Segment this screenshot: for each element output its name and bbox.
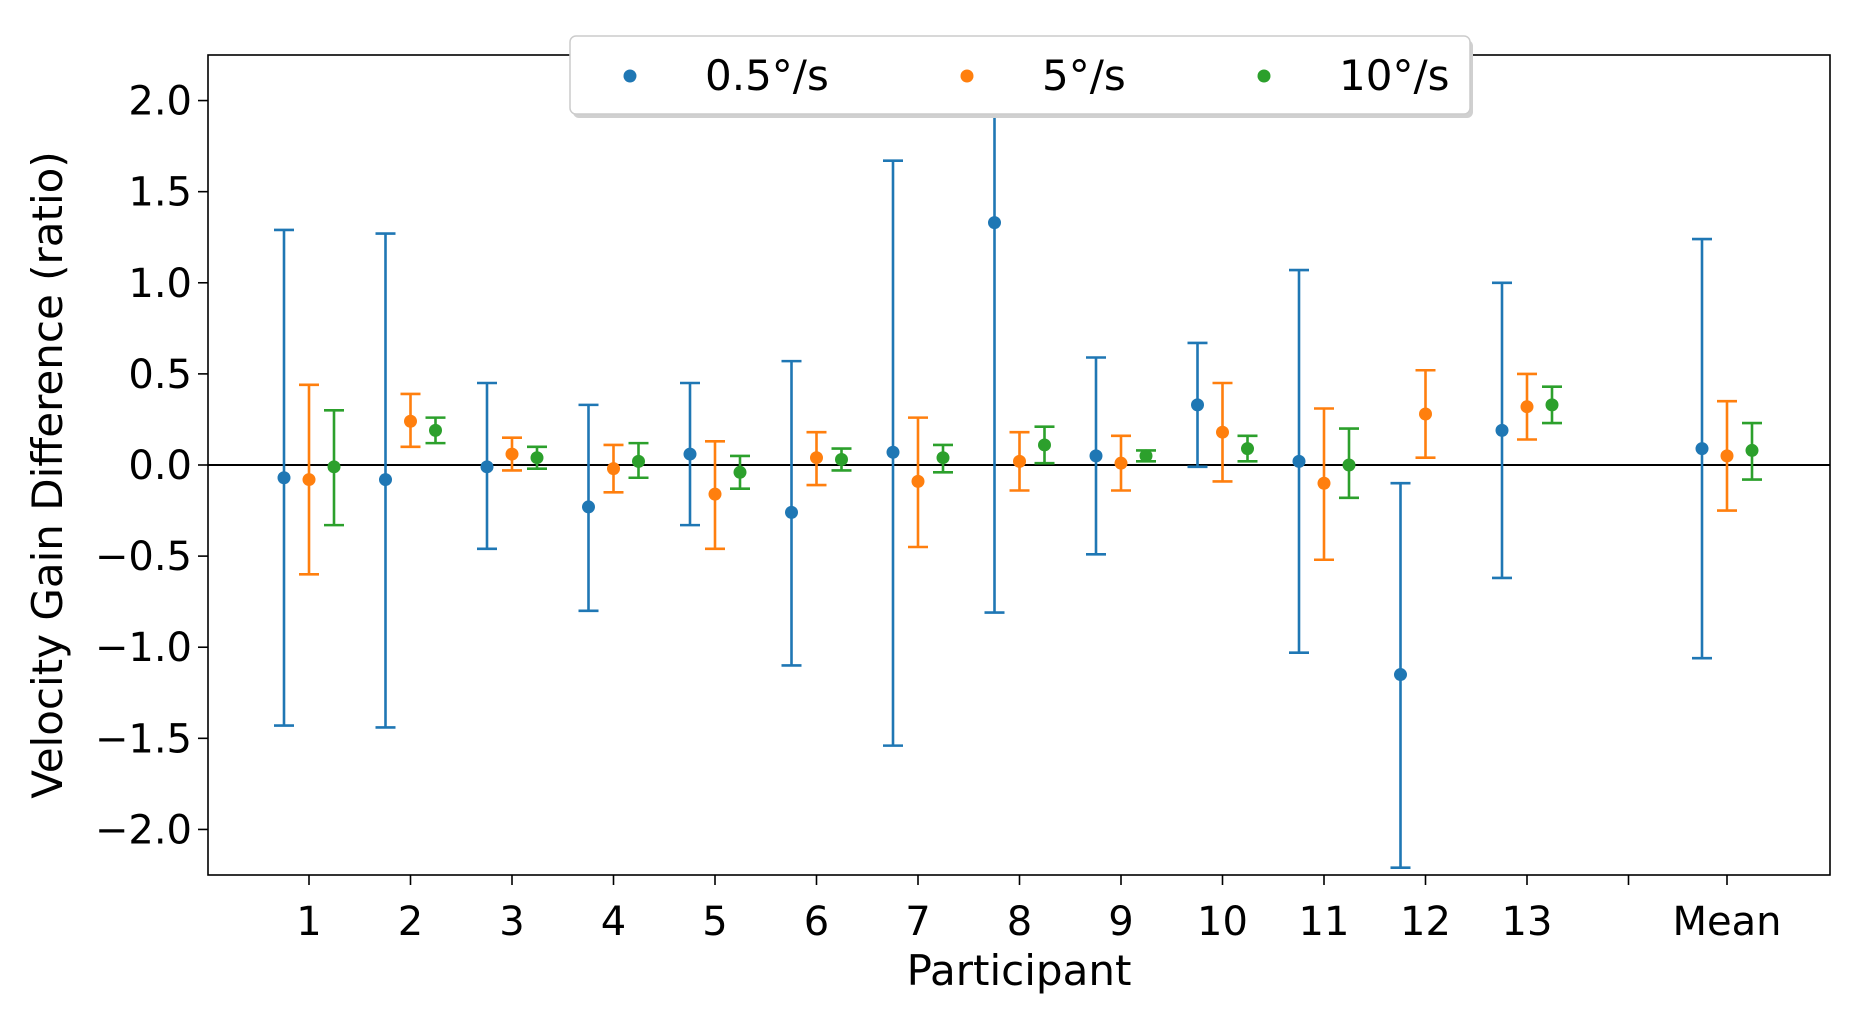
mean-point xyxy=(733,465,747,479)
mean-point xyxy=(1520,400,1534,414)
mean-point xyxy=(1216,425,1229,439)
y-tick-label: 1.0 xyxy=(128,261,192,307)
mean-point xyxy=(505,447,519,461)
mean-point xyxy=(988,216,1001,230)
mean-point xyxy=(1038,438,1051,452)
legend-label: 0.5°/s xyxy=(705,51,829,100)
mean-point xyxy=(1745,443,1759,457)
mean-point xyxy=(1545,398,1559,412)
y-tick-label: 0.0 xyxy=(128,443,192,489)
y-axis: 2.0 1.5 1.0 0.5 0.0 −0.5 −1.0 −1.5 −2.0 xyxy=(95,79,208,853)
y-tick-label: 0.5 xyxy=(128,352,192,398)
x-tick-label: 1 xyxy=(296,899,321,945)
y-axis-title: Velocity Gain Difference (ratio) xyxy=(23,151,72,799)
x-tick-label: 8 xyxy=(1007,899,1032,945)
mean-point xyxy=(1695,442,1709,456)
mean-point xyxy=(607,462,620,476)
x-tick-label: 4 xyxy=(601,899,626,945)
mean-point xyxy=(1317,476,1331,490)
x-tick-label: 12 xyxy=(1400,899,1451,945)
mean-point xyxy=(302,473,316,487)
mean-point xyxy=(1241,442,1254,456)
legend-box xyxy=(569,35,1471,115)
mean-point xyxy=(1394,668,1407,682)
x-tick-label: 5 xyxy=(702,899,727,945)
mean-point xyxy=(1013,454,1026,468)
mean-point xyxy=(785,505,798,519)
mean-point xyxy=(1419,407,1432,421)
mean-point xyxy=(404,414,417,428)
y-tick-label: −1.0 xyxy=(95,625,192,671)
x-tick-label: 9 xyxy=(1108,899,1133,945)
mean-point xyxy=(1114,456,1128,470)
legend-label: 10°/s xyxy=(1339,51,1449,100)
y-tick-label: −1.5 xyxy=(95,716,192,762)
y-tick-label: 1.5 xyxy=(128,170,192,216)
x-tick-label: 6 xyxy=(804,899,829,945)
series-0 xyxy=(274,53,1712,870)
mean-point xyxy=(582,500,595,514)
mean-point xyxy=(1139,449,1153,463)
x-tick-label: 13 xyxy=(1502,899,1553,945)
series-1 xyxy=(299,368,1737,576)
mean-point xyxy=(632,454,645,468)
mean-point xyxy=(1342,458,1356,472)
legend-marker xyxy=(960,69,974,83)
series-2 xyxy=(324,385,1762,527)
mean-point xyxy=(835,453,848,467)
x-tick-label: Mean xyxy=(1673,899,1782,945)
mean-point xyxy=(810,451,823,465)
mean-point xyxy=(1495,423,1509,437)
legend-marker xyxy=(1257,69,1271,83)
mean-point xyxy=(708,487,722,501)
mean-point xyxy=(480,460,494,474)
legend-marker xyxy=(623,69,637,83)
x-tick-label: 3 xyxy=(499,899,524,945)
y-tick-label: 2.0 xyxy=(128,79,192,125)
mean-point xyxy=(683,447,697,461)
x-axis-title: Participant xyxy=(907,946,1132,995)
mean-point xyxy=(429,423,442,437)
legend-label: 5°/s xyxy=(1042,51,1126,100)
mean-point xyxy=(530,451,544,465)
x-tick-label: 10 xyxy=(1197,899,1248,945)
series-layer xyxy=(274,53,1762,870)
mean-point xyxy=(1089,449,1103,463)
x-tick-label: 11 xyxy=(1299,899,1350,945)
mean-point xyxy=(1191,398,1204,412)
x-tick-label: 7 xyxy=(905,899,930,945)
mean-point xyxy=(886,445,900,459)
mean-point xyxy=(936,451,950,465)
x-tick-label: 2 xyxy=(398,899,423,945)
mean-point xyxy=(277,471,291,485)
x-axis: 1 2 3 4 5 6 7 8 9 10 11 12 13 Mean xyxy=(296,875,1781,945)
mean-point xyxy=(1292,454,1306,468)
y-tick-label: −2.0 xyxy=(95,807,192,853)
mean-point xyxy=(1720,449,1734,463)
mean-point xyxy=(379,473,392,487)
mean-point xyxy=(911,474,925,488)
y-tick-label: −0.5 xyxy=(95,534,192,580)
legend: 0.5°/s 5°/s 10°/s xyxy=(569,35,1473,118)
mean-point xyxy=(327,460,341,474)
